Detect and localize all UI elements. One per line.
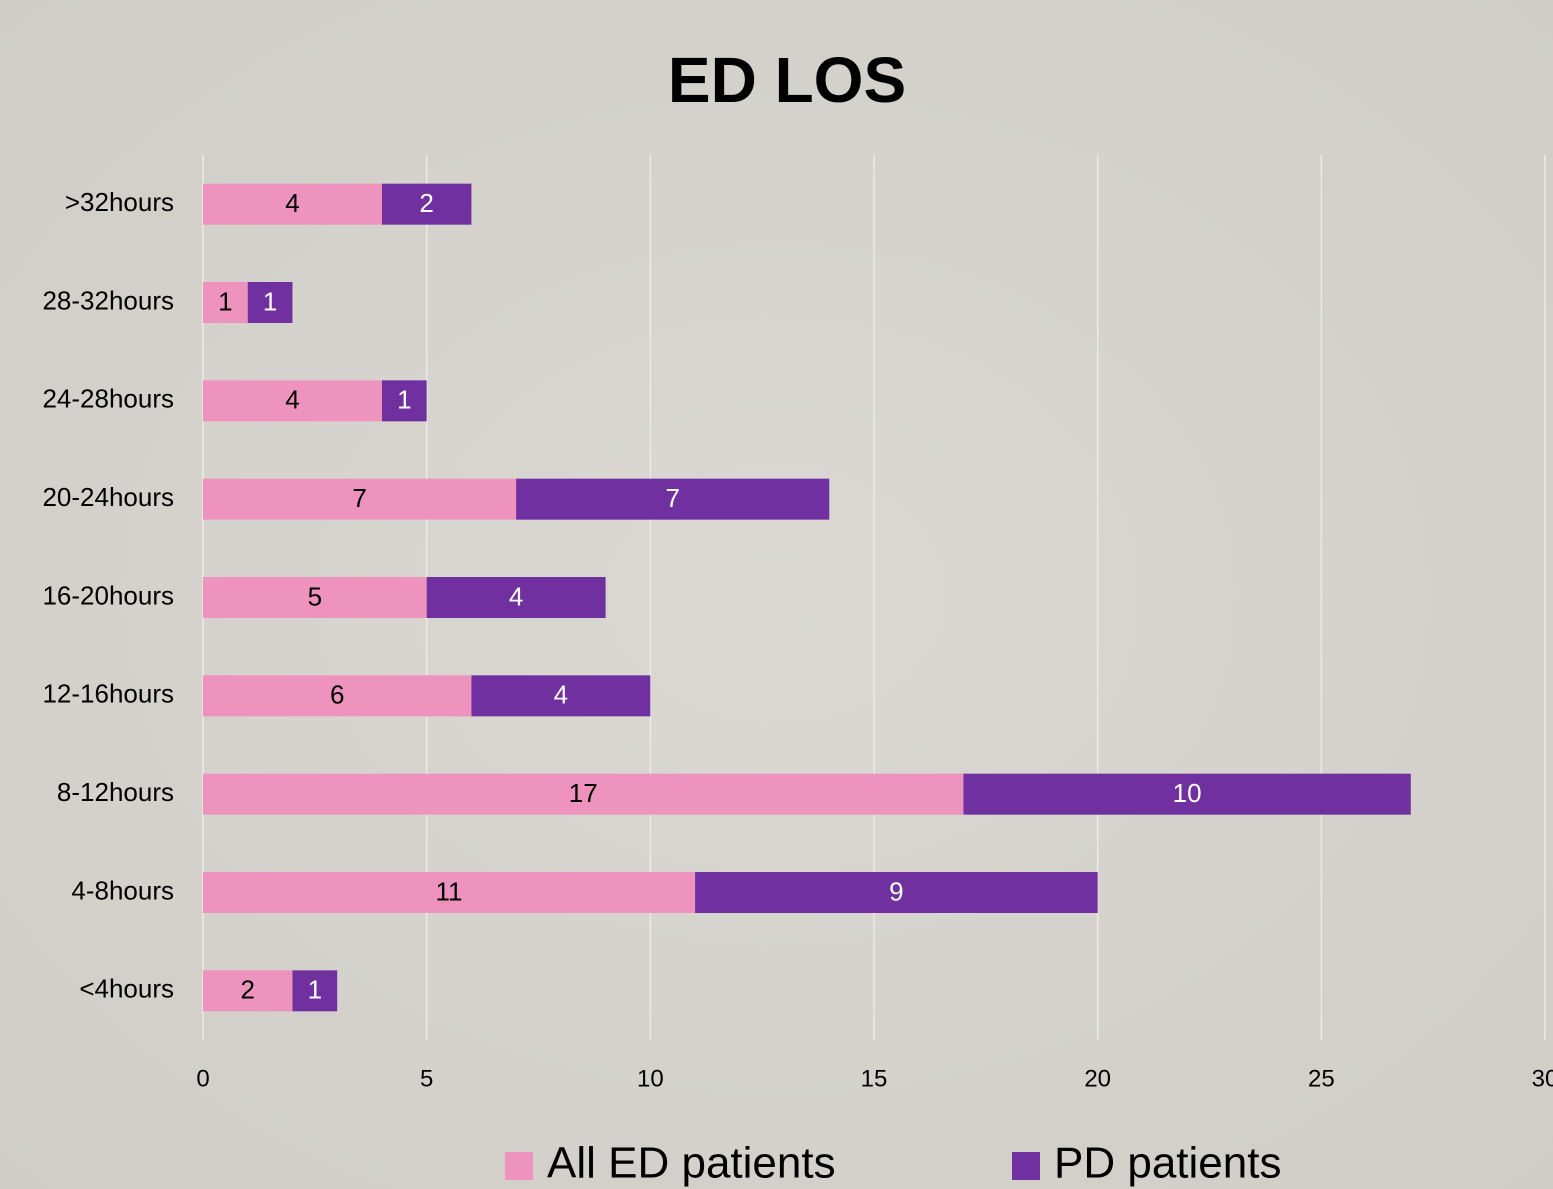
y-tick-label: 24-28hours	[42, 384, 174, 414]
value-label: 10	[1173, 778, 1202, 808]
x-tick-label: 20	[1084, 1065, 1111, 1092]
bar	[516, 478, 830, 520]
bar	[695, 872, 1098, 913]
y-tick-label: <4hours	[79, 974, 174, 1004]
bar	[203, 282, 248, 323]
y-tick-label: 20-24hours	[42, 482, 174, 512]
bar	[471, 675, 651, 717]
x-tick-label: 5	[420, 1065, 433, 1092]
x-tick-label: 15	[861, 1065, 888, 1092]
bar	[426, 577, 606, 618]
value-label: 1	[218, 286, 232, 316]
bar	[203, 872, 696, 913]
y-tick-label: 4-8hours	[71, 875, 174, 905]
bar	[203, 478, 517, 520]
legend-swatch	[505, 1152, 533, 1180]
value-label: 4	[285, 385, 299, 415]
bar	[381, 380, 427, 422]
value-label: 1	[263, 286, 277, 316]
bar	[203, 773, 964, 815]
x-tick-label: 10	[637, 1065, 664, 1092]
y-tick-label: 8-12hours	[57, 777, 174, 807]
value-label: 7	[665, 483, 679, 513]
y-tick-label: 28-32hours	[42, 285, 174, 315]
y-tick-label: 12-16hours	[42, 679, 174, 709]
x-tick-label: 25	[1308, 1065, 1335, 1092]
value-label: 17	[569, 778, 598, 808]
bar	[247, 282, 293, 323]
legend-label: PD patients	[1054, 1139, 1281, 1188]
bar	[203, 380, 382, 422]
y-tick-label: 16-20hours	[42, 580, 174, 610]
value-label: 5	[308, 581, 322, 611]
value-label: 1	[397, 385, 411, 415]
bar	[203, 577, 427, 618]
value-label: 2	[240, 975, 254, 1005]
value-label: 9	[889, 876, 903, 906]
value-label: 7	[352, 483, 366, 513]
bar	[963, 773, 1411, 815]
value-label: 4	[554, 680, 568, 710]
x-tick-label: 0	[196, 1065, 209, 1092]
chart-title: ED LOS	[668, 44, 906, 116]
bar	[381, 183, 472, 225]
legend-swatch	[1012, 1152, 1040, 1180]
bar	[203, 183, 382, 225]
legend-label: All ED patients	[547, 1139, 836, 1188]
x-tick-label: 30	[1532, 1065, 1553, 1092]
bar	[203, 970, 293, 1012]
value-label: 6	[330, 680, 344, 710]
bar	[292, 970, 338, 1012]
value-label: 1	[308, 975, 322, 1005]
value-label: 11	[436, 876, 463, 906]
value-label: 4	[509, 581, 523, 611]
value-label: 2	[419, 188, 433, 218]
value-label: 4	[285, 188, 299, 218]
bar	[203, 675, 472, 717]
y-tick-label: >32hours	[65, 187, 174, 217]
